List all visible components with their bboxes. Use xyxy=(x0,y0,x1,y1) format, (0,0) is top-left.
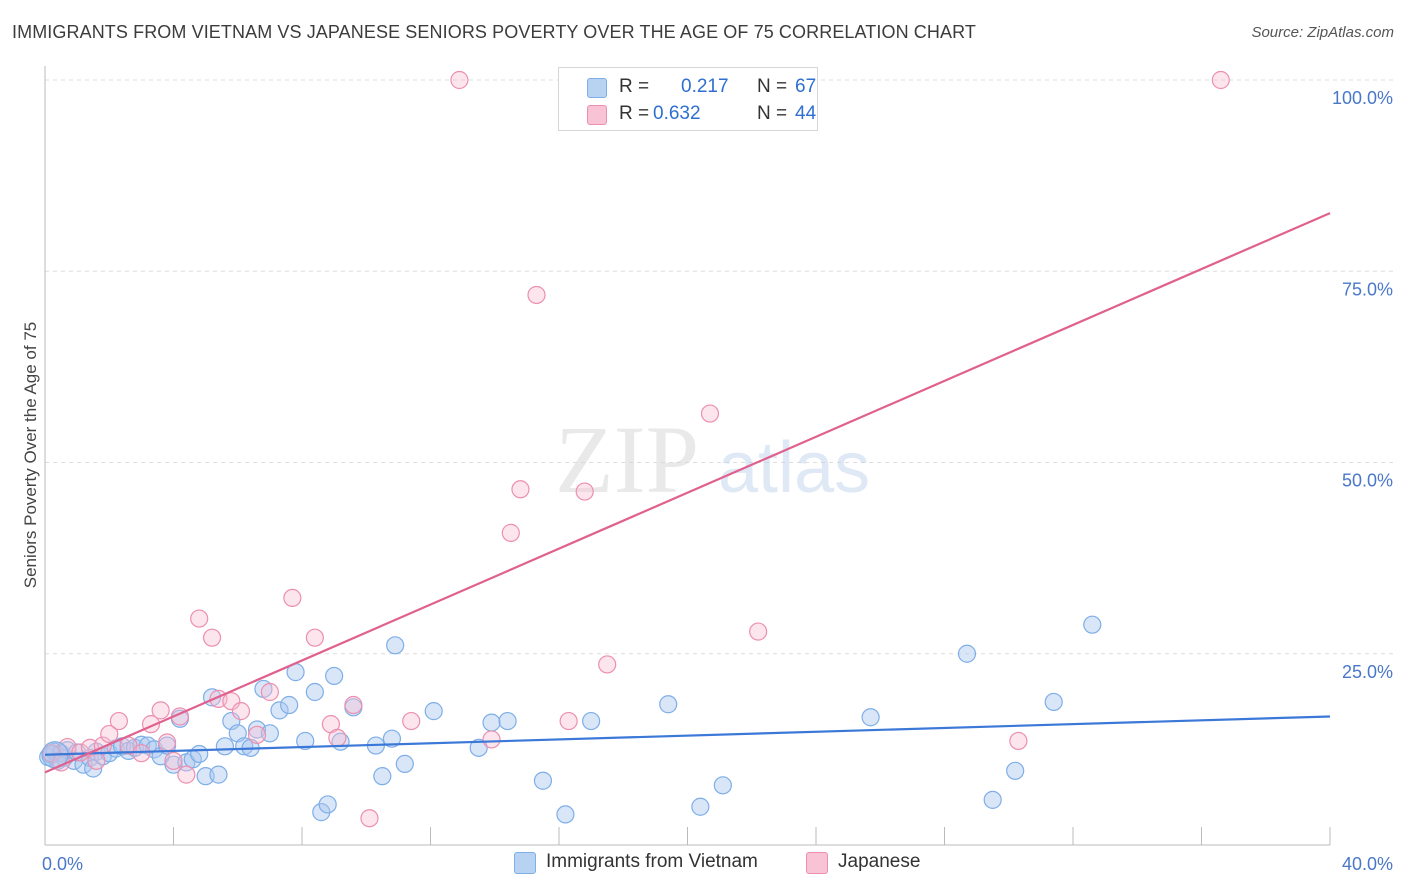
point-japanese xyxy=(450,70,469,90)
point-japanese xyxy=(328,728,347,748)
series-legend: Immigrants from Vietnam Japanese xyxy=(0,850,1406,878)
point-japanese xyxy=(402,711,421,731)
point-vietnam xyxy=(382,729,402,748)
y-axis-label: Seniors Poverty Over the Age of 75 xyxy=(21,322,40,588)
point-japanese xyxy=(222,692,241,711)
point-vietnam xyxy=(386,636,405,655)
point-vietnam xyxy=(861,708,880,727)
axes xyxy=(44,66,1331,846)
point-vietnam xyxy=(659,695,678,714)
legend-r-label: R = xyxy=(619,76,650,97)
point-japanese xyxy=(202,628,222,647)
legend-swatch-japanese xyxy=(806,852,828,874)
gridlines xyxy=(45,79,1395,655)
x-tick-label-min: 0.0% xyxy=(42,854,83,874)
point-japanese xyxy=(177,765,196,784)
legend-r-value-japanese: 0.632 xyxy=(653,103,701,124)
legend-label-vietnam: Immigrants from Vietnam xyxy=(546,851,758,872)
x-tick-label-max: 40.0% xyxy=(1342,854,1393,874)
watermark-atlas: atlas xyxy=(718,428,870,508)
point-japanese xyxy=(575,482,594,501)
point-japanese xyxy=(482,730,501,749)
point-japanese xyxy=(305,628,324,647)
trend-line-japanese xyxy=(44,212,1331,774)
point-vietnam xyxy=(983,790,1002,809)
y-tick-label: 100.0% xyxy=(1332,88,1393,108)
point-vietnam xyxy=(582,711,601,731)
point-japanese xyxy=(283,588,302,608)
chart-title: IMMIGRANTS FROM VIETNAM VS JAPANESE SENI… xyxy=(12,22,976,42)
legend-n-label: N = xyxy=(757,76,788,97)
point-vietnam xyxy=(190,744,209,764)
point-japanese xyxy=(749,622,768,641)
legend-n-label: N = xyxy=(757,103,788,124)
point-japanese xyxy=(360,809,379,828)
point-vietnam xyxy=(1083,615,1102,634)
y-tick-label: 50.0% xyxy=(1342,471,1393,491)
point-vietnam xyxy=(533,771,553,790)
point-vietnam xyxy=(424,702,443,721)
legend-r-value-vietnam: 0.217 xyxy=(681,76,729,97)
point-japanese xyxy=(527,285,546,305)
point-vietnam xyxy=(318,795,337,814)
point-japanese xyxy=(164,751,183,770)
point-japanese xyxy=(1211,70,1230,90)
point-vietnam xyxy=(280,695,299,715)
point-vietnam xyxy=(235,737,254,756)
point-japanese xyxy=(132,744,151,763)
watermark-zip: ZIP xyxy=(555,406,699,513)
point-vietnam xyxy=(325,666,344,686)
point-vietnam xyxy=(215,737,234,756)
legend-swatch-vietnam xyxy=(514,852,536,874)
trend-line-vietnam xyxy=(44,715,1331,756)
point-vietnam xyxy=(305,682,324,702)
y-tick-label: 75.0% xyxy=(1342,279,1393,299)
point-japanese xyxy=(109,711,128,731)
point-japanese xyxy=(100,724,119,744)
legend-label-japanese: Japanese xyxy=(838,851,921,872)
point-vietnam xyxy=(1044,692,1063,712)
point-japanese xyxy=(157,733,177,752)
point-vietnam xyxy=(469,738,488,757)
point-vietnam xyxy=(209,765,228,784)
x-tick-labels: 0.0% 40.0% xyxy=(42,854,1393,874)
point-vietnam xyxy=(482,713,501,732)
point-vietnam xyxy=(373,767,392,786)
point-japanese xyxy=(344,695,363,715)
point-vietnam xyxy=(556,805,575,824)
trend-lines xyxy=(44,212,1331,774)
legend-swatch-japanese xyxy=(587,105,607,125)
correlation-legend: R = 0.217 N = 67 R = 0.632 N = 44 xyxy=(558,67,818,131)
legend-n-value-vietnam: 67 xyxy=(795,76,817,97)
point-vietnam xyxy=(691,797,710,816)
point-japanese xyxy=(700,404,720,423)
point-vietnam xyxy=(713,776,732,795)
legend-swatch-vietnam xyxy=(587,78,607,98)
point-japanese xyxy=(598,655,617,674)
point-japanese xyxy=(1009,731,1028,751)
point-vietnam xyxy=(270,701,289,720)
point-japanese xyxy=(231,702,251,721)
y-tick-labels: 25.0% 50.0% 75.0% 100.0% xyxy=(1332,88,1393,682)
legend-n-value-japanese: 44 xyxy=(795,103,817,124)
point-vietnam xyxy=(957,644,977,663)
source-label: Source: ZipAtlas.com xyxy=(1251,24,1394,41)
point-japanese xyxy=(501,523,520,542)
y-tick-label: 25.0% xyxy=(1342,662,1393,682)
point-japanese xyxy=(559,711,578,731)
point-japanese xyxy=(260,682,279,702)
point-vietnam xyxy=(296,731,315,751)
point-japanese xyxy=(190,609,209,628)
point-japanese xyxy=(247,725,267,744)
point-vietnam xyxy=(498,711,517,731)
point-vietnam xyxy=(395,754,414,774)
legend-r-label: R = xyxy=(619,103,650,124)
point-vietnam xyxy=(1006,761,1025,780)
point-japanese xyxy=(87,751,106,770)
point-japanese xyxy=(151,701,170,720)
point-japanese xyxy=(511,480,530,499)
